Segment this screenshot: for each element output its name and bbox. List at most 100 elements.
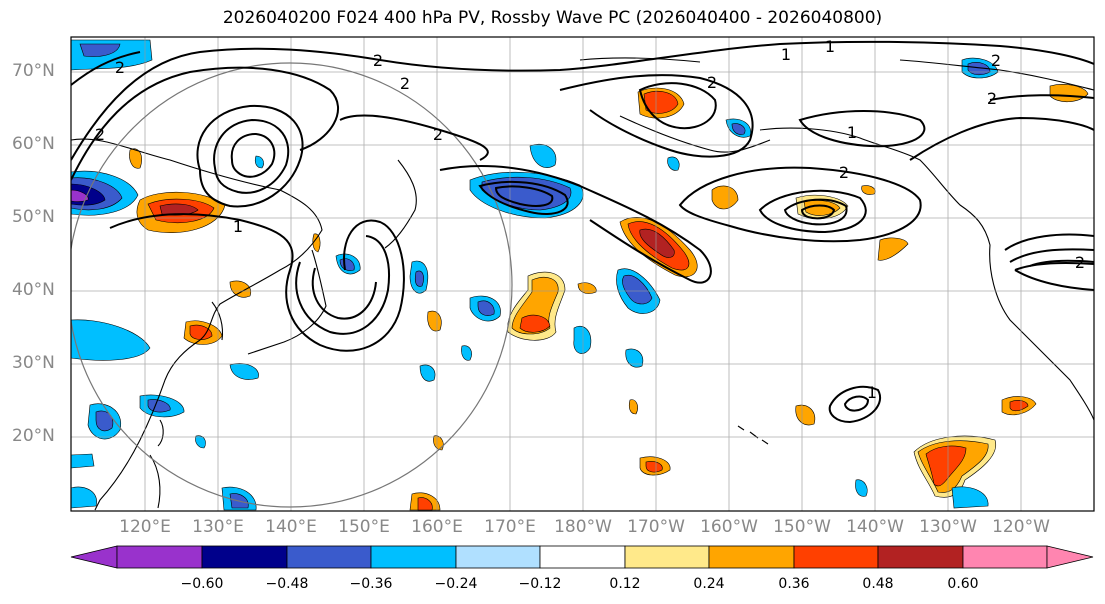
- pv-contour: [798, 110, 926, 148]
- colorbar-tick: 0.48: [862, 576, 894, 592]
- reference-circle: [71, 62, 513, 508]
- contour-label: 1: [847, 123, 857, 142]
- colorbar-tick: −0.24: [434, 576, 478, 592]
- negative-anomaly: [71, 486, 97, 509]
- positive-anomaly: [129, 148, 142, 169]
- contour-label: 2: [839, 163, 849, 182]
- lon-label-170w: 170°W: [627, 517, 685, 537]
- anomaly-shading: [71, 39, 1089, 511]
- positive-anomaly: [639, 228, 675, 258]
- taiwan-coastline: [157, 419, 164, 447]
- negative-anomaly: [477, 300, 495, 316]
- arctic-coastline: [579, 57, 1094, 91]
- negative-anomaly: [625, 348, 644, 368]
- aleutian-islands: [619, 115, 771, 153]
- positive-anomaly: [1009, 400, 1029, 412]
- kamchatka-coastline: [384, 159, 417, 249]
- pv-contours: [71, 40, 1094, 424]
- pv-contour: [1014, 261, 1094, 291]
- negative-anomaly: [71, 319, 151, 361]
- negative-anomaly: [855, 479, 868, 497]
- pv-contour: [295, 235, 390, 335]
- positive-anomaly: [711, 185, 739, 210]
- lon-label-170e: 170°E: [484, 517, 536, 537]
- lat-label-60n: 60°N: [12, 134, 55, 154]
- colorbar-tick: −0.60: [180, 576, 224, 592]
- pv-contour: [71, 66, 340, 181]
- lat-label-30n: 30°N: [12, 353, 55, 373]
- pv-contour: [1004, 233, 1094, 251]
- positive-anomaly: [877, 237, 909, 261]
- pv-contour: [109, 213, 405, 352]
- negative-anomaly: [622, 274, 653, 305]
- contour-label: 2: [373, 51, 383, 70]
- colorbar-segment: [624, 545, 710, 569]
- colorbar-segment: [370, 545, 457, 569]
- pv-contour: [828, 385, 881, 424]
- coastlines: [71, 57, 1094, 511]
- positive-anomaly: [417, 497, 433, 511]
- japan-coastline: [247, 249, 327, 355]
- pv-contour: [638, 82, 717, 130]
- negative-anomaly: [195, 435, 206, 449]
- pv-contour: [989, 94, 1094, 101]
- negative-anomaly: [461, 345, 472, 361]
- lon-label-150e: 150°E: [338, 517, 390, 537]
- lon-label-180w: 180°W: [554, 517, 612, 537]
- lon-label-150w: 150°W: [773, 517, 831, 537]
- negative-anomaly: [79, 43, 121, 57]
- lon-label-120e: 120°E: [119, 517, 171, 537]
- contour-label: 1: [233, 217, 243, 236]
- positive-anomaly: [519, 314, 551, 333]
- pv-contour: [559, 74, 754, 158]
- pv-contour: [843, 395, 870, 412]
- positive-anomaly: [643, 91, 679, 114]
- colorbar-segment: [116, 545, 203, 569]
- colorbar-segment: [455, 545, 541, 569]
- contour-label: 2: [400, 74, 410, 93]
- lon-label-140w: 140°W: [846, 517, 904, 537]
- pv-contour: [783, 198, 848, 226]
- positive-anomaly: [427, 310, 442, 332]
- contour-label: 2: [115, 58, 125, 77]
- pv-contour: [909, 116, 1094, 161]
- pv-contour: [196, 104, 304, 208]
- map-frame: [70, 36, 1095, 512]
- negative-anomaly: [254, 155, 264, 169]
- contour-label: 2: [707, 73, 717, 92]
- pv-contour: [494, 185, 554, 207]
- colorbar-segment: [286, 545, 372, 569]
- contour-label: 2: [987, 89, 997, 108]
- pv-contour: [71, 40, 1094, 161]
- colorbar-tick: 0.12: [609, 576, 641, 592]
- positive-anomaly: [189, 324, 213, 340]
- positive-anomaly: [645, 461, 663, 473]
- lon-label-160w: 160°W: [700, 517, 758, 537]
- pv-contour: [230, 132, 276, 178]
- positive-anomaly: [628, 399, 638, 415]
- negative-anomaly: [95, 410, 114, 432]
- colorbar-segment: [539, 545, 626, 569]
- colorbar-tick: 0.24: [693, 576, 725, 592]
- map-area: 1 1 2 2 2 2 2 2 2 2 1 2 1 2 1: [71, 37, 1094, 511]
- contour-label: 2: [991, 51, 1001, 70]
- negative-anomaly: [419, 364, 436, 382]
- contour-label: 2: [95, 125, 105, 144]
- pv-contour: [71, 51, 141, 86]
- lon-label-130w: 130°W: [919, 517, 977, 537]
- lon-label-160e: 160°E: [411, 517, 463, 537]
- colorbar-extend-low: [70, 545, 118, 569]
- colorbar-segment: [201, 545, 288, 569]
- lat-label-50n: 50°N: [12, 207, 55, 227]
- negative-anomaly: [71, 189, 89, 202]
- lat-label-40n: 40°N: [12, 280, 55, 300]
- colorbar-segment: [877, 545, 964, 569]
- colorbar-tick: −0.12: [518, 576, 562, 592]
- positive-anomaly: [795, 404, 816, 426]
- lon-label-130e: 130°E: [192, 517, 244, 537]
- pv-contour: [478, 180, 569, 216]
- colorbar-segment: [962, 545, 1048, 569]
- contour-labels: 1 1 2 2 2 2 2 2 2 2 1 2 1 2 1: [95, 37, 1085, 402]
- pv-contour: [1029, 259, 1094, 267]
